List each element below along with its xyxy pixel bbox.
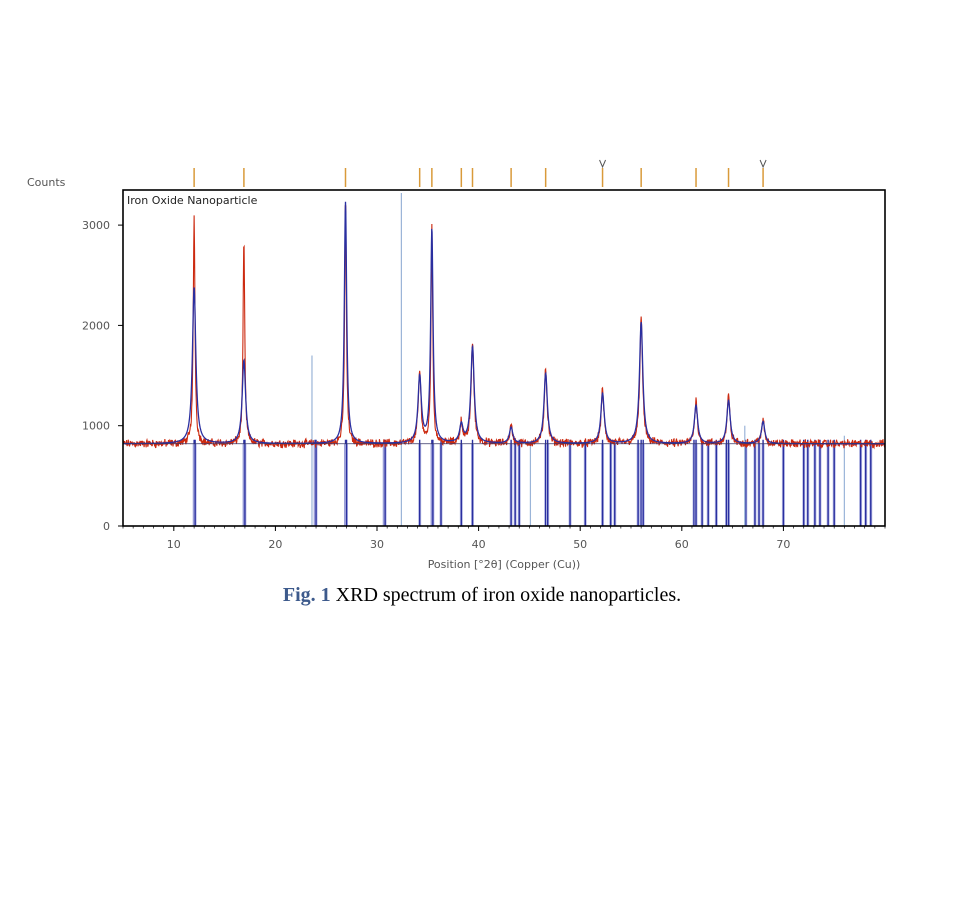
- x-tick-label: 40: [472, 538, 486, 551]
- peak-markers: [193, 159, 767, 187]
- x-axis-label: Position [°2θ] (Copper (Cu)): [428, 558, 581, 571]
- x-tick-label: 70: [776, 538, 790, 551]
- x-tick-label: 60: [675, 538, 689, 551]
- y-tick-label: 3000: [82, 219, 110, 232]
- peak-flag: [599, 159, 607, 169]
- x-tick-label: 20: [268, 538, 282, 551]
- figure-caption: Fig. 1 XRD spectrum of iron oxide nanopa…: [0, 584, 964, 607]
- y-tick-label: 2000: [82, 319, 110, 332]
- peak-flag: [759, 159, 767, 169]
- plot-title: Iron Oxide Nanoparticle: [127, 194, 258, 207]
- x-tick-label: 30: [370, 538, 384, 551]
- axes: 10 20 30 40 50 60 70 0 1000 2000 3000: [82, 219, 886, 551]
- y-tick-label: 1000: [82, 420, 110, 433]
- y-tick-label: 0: [103, 520, 110, 533]
- fit-series: [123, 201, 885, 445]
- y-axis-label: Counts: [27, 176, 66, 189]
- x-tick-label: 10: [167, 538, 181, 551]
- observed-line: [122, 205, 886, 450]
- observed-series: [122, 205, 886, 450]
- caption-text: XRD spectrum of iron oxide nanoparticles…: [335, 584, 682, 606]
- caption-label: Fig. 1: [282, 584, 331, 606]
- fit-line: [123, 201, 885, 445]
- x-tick-label: 50: [573, 538, 587, 551]
- reference-lines: [192, 439, 873, 526]
- plot-frame: [122, 189, 886, 527]
